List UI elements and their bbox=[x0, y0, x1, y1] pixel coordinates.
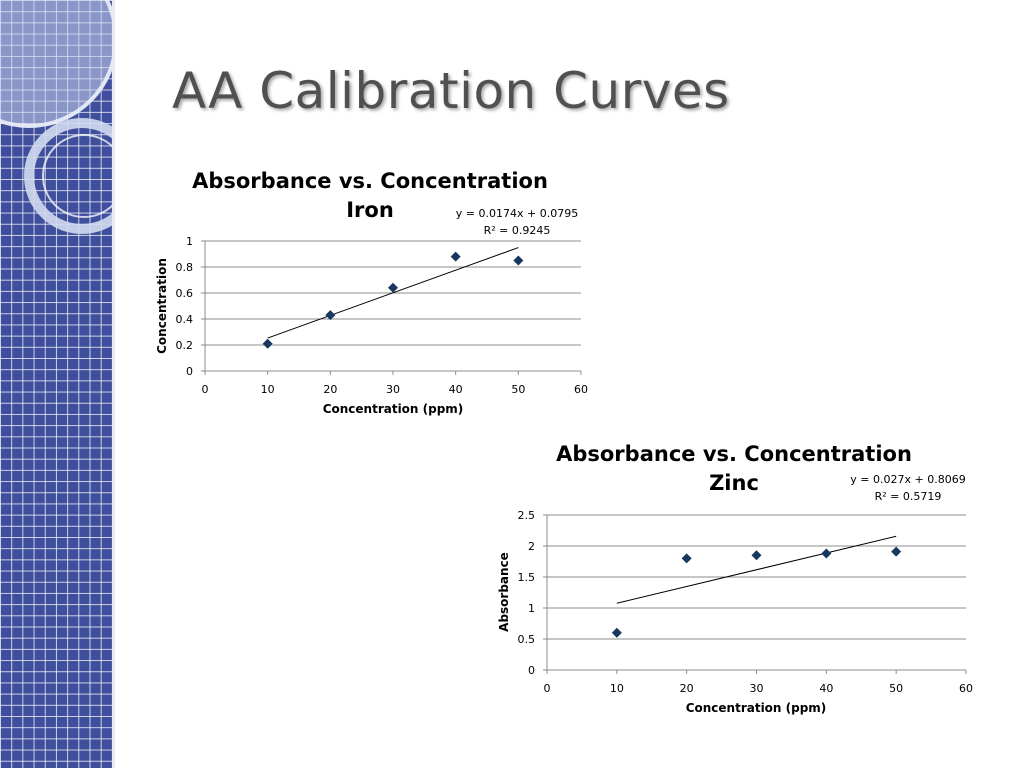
x-tick-label: 50 bbox=[889, 682, 903, 695]
y-tick-label: 2.5 bbox=[518, 509, 536, 522]
data-point bbox=[388, 282, 398, 293]
y-tick-label: 2 bbox=[528, 540, 535, 553]
y-tick-label: 0.5 bbox=[518, 633, 536, 646]
chart-title-line2: Iron bbox=[346, 198, 394, 222]
x-tick-label: 10 bbox=[610, 682, 624, 695]
chart-title-line1: Absorbance vs. Concentration bbox=[556, 442, 912, 466]
x-tick-label: 50 bbox=[511, 383, 525, 396]
x-tick-label: 40 bbox=[449, 383, 463, 396]
x-tick-label: 60 bbox=[959, 682, 973, 695]
x-tick-label: 20 bbox=[323, 383, 337, 396]
y-tick-label: 0.4 bbox=[176, 313, 194, 326]
decorative-ring-inner bbox=[42, 134, 113, 218]
data-point bbox=[891, 546, 902, 557]
y-tick-label: 1 bbox=[186, 235, 193, 248]
x-tick-label: 30 bbox=[386, 383, 400, 396]
decorative-grid-band bbox=[0, 0, 113, 768]
trendline bbox=[267, 247, 519, 339]
x-tick-label: 0 bbox=[202, 383, 209, 396]
y-tick-label: 1.5 bbox=[518, 571, 536, 584]
y-axis-label: Absorbance bbox=[497, 552, 511, 632]
y-tick-label: 0.8 bbox=[176, 261, 194, 274]
data-point bbox=[821, 548, 832, 559]
x-axis-label: Concentration (ppm) bbox=[686, 701, 827, 715]
x-tick-label: 0 bbox=[544, 682, 551, 695]
chart-title-line1: Absorbance vs. Concentration bbox=[192, 169, 548, 193]
band-edge bbox=[112, 0, 115, 768]
data-point bbox=[681, 553, 692, 564]
y-tick-label: 0 bbox=[528, 664, 535, 677]
x-tick-label: 60 bbox=[574, 383, 588, 396]
x-tick-label: 40 bbox=[819, 682, 833, 695]
trendline-equation: y = 0.027x + 0.8069 bbox=[850, 473, 965, 486]
r-squared-label: R² = 0.9245 bbox=[484, 224, 551, 237]
data-point bbox=[325, 310, 336, 321]
r-squared-label: R² = 0.5719 bbox=[875, 490, 942, 503]
x-axis-label: Concentration (ppm) bbox=[323, 402, 464, 416]
y-axis-label: Concentration bbox=[155, 258, 169, 354]
data-point bbox=[751, 550, 762, 561]
trendline-equation: y = 0.0174x + 0.0795 bbox=[456, 207, 578, 220]
y-tick-label: 0 bbox=[186, 365, 193, 378]
y-tick-label: 0.2 bbox=[176, 339, 194, 352]
y-tick-label: 1 bbox=[528, 602, 535, 615]
data-point bbox=[450, 251, 461, 262]
trendline bbox=[616, 535, 897, 604]
x-tick-label: 20 bbox=[680, 682, 694, 695]
decorative-ring bbox=[24, 118, 113, 234]
slide-title: AA Calibration Curves bbox=[172, 62, 730, 120]
x-tick-label: 10 bbox=[261, 383, 275, 396]
data-point bbox=[611, 627, 622, 638]
data-point bbox=[262, 338, 273, 349]
chart-title-line2: Zinc bbox=[709, 471, 759, 495]
data-point bbox=[513, 255, 524, 266]
y-tick-label: 0.6 bbox=[176, 287, 194, 300]
x-tick-label: 30 bbox=[750, 682, 764, 695]
